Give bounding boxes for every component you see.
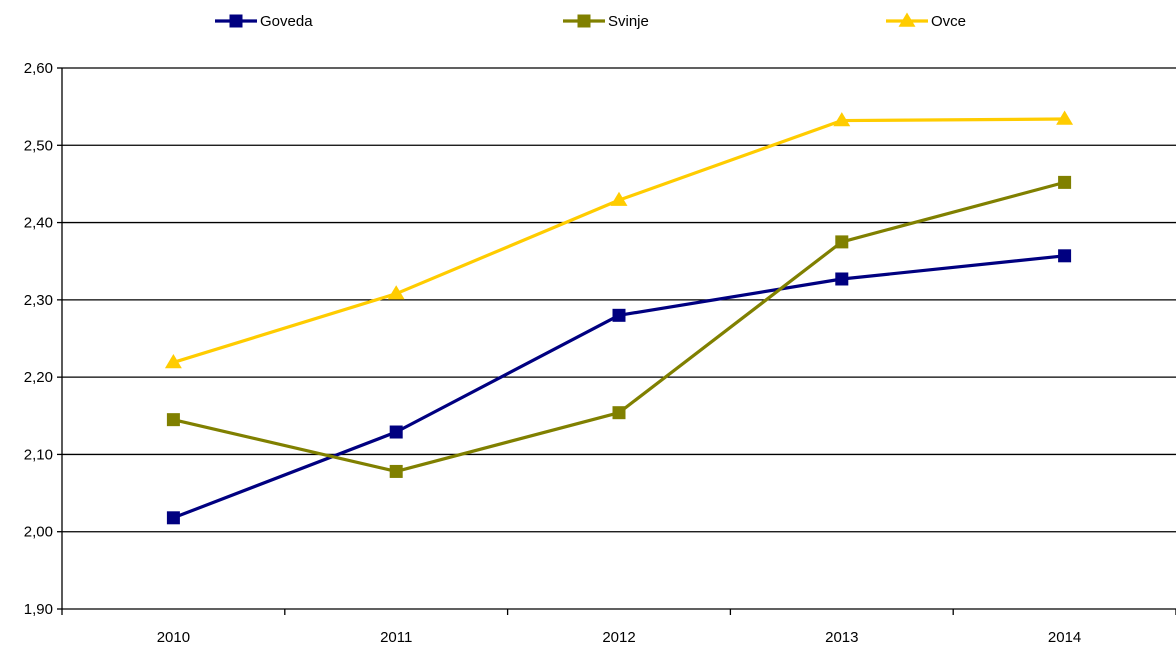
series-line-svinje <box>173 180 1066 474</box>
legend-marker-ovce <box>898 12 916 27</box>
data-point-goveda <box>389 425 403 439</box>
series-group <box>164 110 1074 525</box>
data-point-goveda <box>835 272 849 286</box>
data-point-goveda <box>1058 249 1072 263</box>
y-tick-label: 1,90 <box>24 601 53 618</box>
x-tick-label: 2010 <box>157 629 190 646</box>
series-line-ovce <box>172 117 1065 364</box>
data-point-ovce <box>833 112 851 127</box>
grid-lines <box>62 67 1176 533</box>
series-ovce <box>164 110 1074 369</box>
data-point-ovce <box>164 353 182 369</box>
y-tick-label: 2,50 <box>24 137 53 154</box>
legend-item-ovce: Ovce <box>886 12 966 30</box>
data-point-goveda <box>612 308 626 322</box>
legend-item-svinje: Svinje <box>563 13 649 30</box>
y-tick-label: 2,00 <box>24 524 53 541</box>
data-point-svinje <box>835 235 849 249</box>
legend-label-ovce: Ovce <box>931 13 966 30</box>
series-line-goveda <box>172 254 1065 520</box>
y-tick-label: 2,40 <box>24 215 53 232</box>
legend-label-svinje: Svinje <box>608 13 649 30</box>
data-point-ovce <box>1056 110 1074 125</box>
series-goveda <box>166 249 1072 525</box>
data-point-goveda <box>166 511 180 525</box>
y-tick-label: 2,30 <box>24 292 53 309</box>
legend-marker-goveda <box>229 14 243 28</box>
x-tick-labels: 2010 2011 2012 2013 2014 <box>157 629 1082 646</box>
data-point-ovce <box>387 285 405 300</box>
legend-item-goveda: Goveda <box>215 13 313 30</box>
x-tick-label: 2012 <box>602 629 635 646</box>
series-svinje <box>166 175 1072 478</box>
legend-label-goveda: Goveda <box>260 13 313 30</box>
x-tick-label: 2011 <box>380 629 412 646</box>
data-point-svinje <box>166 413 180 427</box>
data-point-svinje <box>612 406 626 420</box>
legend: Goveda Svinje Ovce <box>215 12 966 30</box>
y-tick-label: 2,10 <box>24 446 53 463</box>
data-point-ovce <box>610 191 628 206</box>
data-point-svinje <box>1058 175 1072 189</box>
y-tick-label: 2,20 <box>24 369 53 386</box>
axes <box>57 67 1176 615</box>
x-tick-label: 2013 <box>825 629 858 646</box>
y-tick-label: 2,60 <box>24 60 53 77</box>
data-point-svinje <box>389 464 403 478</box>
legend-marker-svinje <box>577 14 591 28</box>
y-tick-labels: 1,90 2,00 2,10 2,20 2,30 2,40 2,50 2,60 <box>24 60 53 618</box>
x-tick-label: 2014 <box>1048 629 1081 646</box>
